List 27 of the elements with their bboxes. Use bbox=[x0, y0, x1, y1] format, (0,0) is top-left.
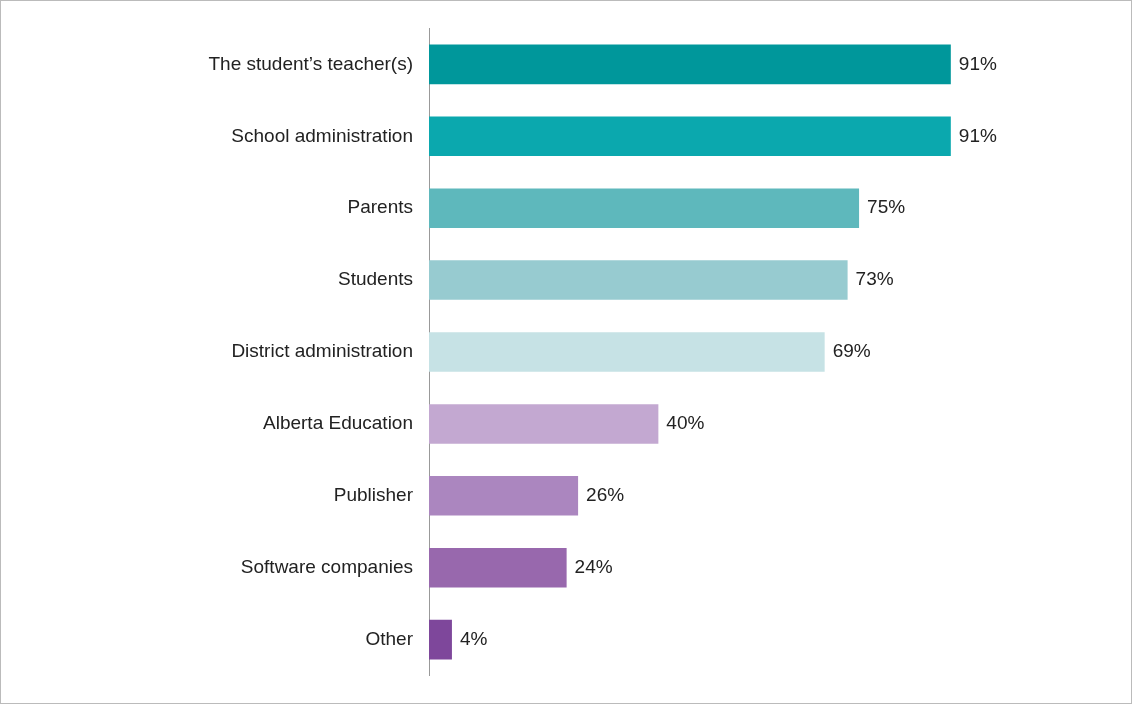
data-label: 4% bbox=[459, 627, 488, 649]
y-tick-label: Students bbox=[338, 268, 413, 290]
bar bbox=[429, 260, 848, 300]
y-tick-label: District administration bbox=[231, 340, 413, 362]
data-label: 26% bbox=[586, 484, 625, 506]
y-tick-label: Parents bbox=[347, 196, 413, 218]
data-label: 73% bbox=[855, 268, 894, 290]
y-tick-label: The student’s teacher(s) bbox=[208, 52, 413, 74]
data-label: 75% bbox=[867, 196, 906, 218]
y-tick-label: School administration bbox=[231, 124, 413, 146]
data-label: 91% bbox=[958, 124, 997, 146]
y-tick-label: Alberta Education bbox=[263, 412, 413, 434]
data-label: 91% bbox=[958, 52, 997, 74]
bar bbox=[429, 404, 659, 444]
y-tick-label: Other bbox=[365, 627, 414, 649]
bar bbox=[429, 44, 951, 85]
data-label: 69% bbox=[832, 340, 871, 362]
bar bbox=[429, 332, 825, 372]
y-tick-label: Software companies bbox=[240, 555, 413, 577]
bar bbox=[429, 116, 951, 157]
bar bbox=[429, 188, 860, 228]
bar bbox=[429, 619, 452, 660]
bar bbox=[429, 476, 579, 516]
data-label: 40% bbox=[666, 412, 705, 434]
y-tick-label: Publisher bbox=[333, 484, 414, 506]
data-label: 24% bbox=[574, 555, 613, 577]
bar bbox=[429, 547, 567, 588]
